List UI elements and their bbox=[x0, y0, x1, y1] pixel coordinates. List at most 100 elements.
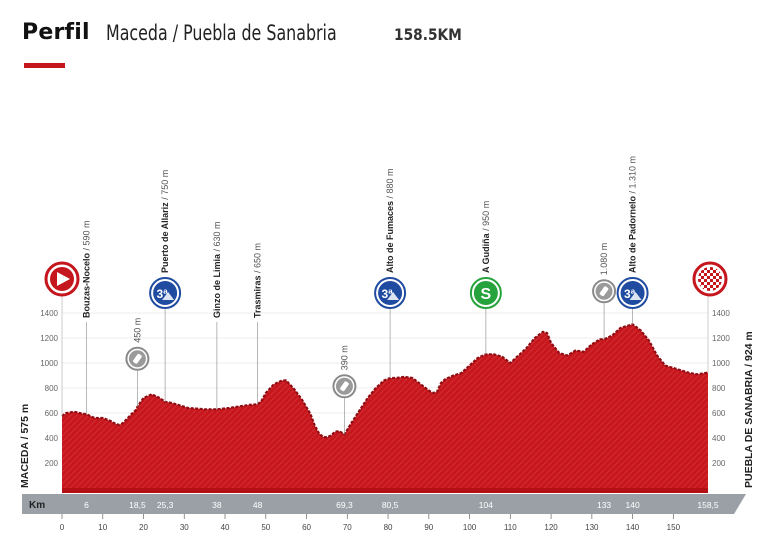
x-tick-label: 100 bbox=[463, 523, 477, 532]
profile-header: Perfil Maceda / Puebla de Sanabria 158.5… bbox=[22, 14, 762, 58]
point-altitude: / 590 m bbox=[81, 220, 91, 253]
point-name: Puerto de Allariz bbox=[160, 202, 170, 273]
axis-layer: 200 200 400 400 600 600 800 800 1000 1000 1200 1200… bbox=[40, 309, 730, 532]
checkered-flag-icon bbox=[698, 267, 722, 291]
point-altitude: / 880 m bbox=[385, 168, 395, 201]
stage-distance: 158.5KM bbox=[394, 25, 462, 44]
y-tick-label-left: 800 bbox=[45, 384, 59, 393]
mountain-icon bbox=[629, 292, 642, 300]
point-label: Ginzo de Limia / 630 m bbox=[212, 221, 222, 318]
x-tick-label: 110 bbox=[504, 523, 517, 532]
x-tick-label: 130 bbox=[585, 523, 599, 532]
y-tick-label-left: 200 bbox=[45, 459, 59, 468]
y-tick-label-left: 600 bbox=[45, 409, 59, 418]
point-name: Bouzas-Nocelo bbox=[81, 252, 91, 318]
sprint-label: S bbox=[481, 286, 492, 303]
x-tick-label: 70 bbox=[343, 523, 352, 532]
km-bar-background bbox=[22, 494, 746, 514]
point-altitude: / 750 m bbox=[160, 170, 170, 203]
km-marker-label: 25,3 bbox=[157, 500, 174, 510]
km-marker-label: 69,3 bbox=[336, 500, 353, 510]
y-tick-label-right: 1400 bbox=[712, 309, 730, 318]
point-label: Alto de Fumaces / 880 m bbox=[385, 168, 395, 273]
km-marker-label: 6 bbox=[84, 500, 89, 510]
km-marker-label: 18,5 bbox=[129, 500, 146, 510]
mountain-badge: 3ª bbox=[374, 277, 407, 309]
accent-bar bbox=[24, 63, 65, 68]
x-tick-label: 60 bbox=[302, 523, 311, 532]
x-tick-label: 40 bbox=[221, 523, 230, 532]
y-tick-label-right: 800 bbox=[712, 384, 726, 393]
y-tick-label-left: 1000 bbox=[40, 359, 58, 368]
feed-zone-badge bbox=[332, 374, 357, 399]
x-tick-label: 150 bbox=[667, 523, 681, 532]
km-marker-label: 48 bbox=[253, 500, 263, 510]
mountain-category-label: 3ª bbox=[157, 287, 169, 301]
y-tick-label-right: 1000 bbox=[712, 359, 730, 368]
feed-zone-badge bbox=[592, 279, 617, 304]
point-altitude: / 650 m bbox=[253, 243, 263, 276]
x-tick-label: 140 bbox=[626, 523, 640, 532]
badge-layer: 3ª 3ª S 3ª bbox=[44, 261, 728, 399]
mountain-category-label: 3ª bbox=[382, 287, 394, 301]
y-tick-label-right: 400 bbox=[712, 434, 726, 443]
km-bar: Km 6 18,5 25,3 38 48 69,3 80,5 104 133 140 158,5 bbox=[22, 494, 746, 514]
point-label: 390 m bbox=[339, 345, 349, 370]
point-label: A Gudiña / 950 m bbox=[481, 201, 491, 273]
km-marker-label: 104 bbox=[479, 500, 493, 510]
x-tick-label: 80 bbox=[384, 523, 393, 532]
bottle-icon bbox=[599, 286, 609, 297]
point-altitude: / 1.310 m bbox=[628, 156, 638, 196]
stage-route: Maceda / Puebla de Sanabria bbox=[106, 21, 337, 45]
start-label: MACEDA / 575 m bbox=[19, 404, 31, 488]
mountain-badge: 3ª bbox=[149, 277, 182, 309]
x-tick-label: 30 bbox=[180, 523, 189, 532]
feed-zone-badge bbox=[125, 346, 150, 371]
point-label: Puerto de Allariz / 750 m bbox=[160, 170, 170, 273]
finish-label: PUEBLA DE SANABRIA / 924 m bbox=[743, 331, 755, 488]
x-tick-label: 10 bbox=[98, 523, 107, 532]
mountain-icon bbox=[387, 292, 400, 300]
x-tick-label: 50 bbox=[261, 523, 270, 532]
y-tick-label-right: 600 bbox=[712, 409, 726, 418]
point-label: Trasmiras / 650 m bbox=[253, 243, 263, 318]
play-icon bbox=[57, 272, 70, 286]
mountain-badge: 3ª bbox=[616, 277, 649, 309]
mountain-category-label: 3ª bbox=[624, 287, 636, 301]
point-name: Alto de Fumaces bbox=[385, 201, 395, 273]
marker-lines-layer bbox=[61, 296, 709, 435]
point-label: Alto de Padornelo / 1.310 m bbox=[628, 156, 638, 273]
x-tick-label: 20 bbox=[139, 523, 148, 532]
sprint-badge: S bbox=[469, 277, 502, 309]
km-marker-label: 140 bbox=[626, 500, 640, 510]
y-tick-label-right: 200 bbox=[712, 459, 726, 468]
profile-texture bbox=[62, 324, 708, 488]
point-name: Trasmiras bbox=[253, 275, 263, 318]
km-marker-label: 80,5 bbox=[382, 500, 399, 510]
label-layer: MACEDA / 575 m PUEBLA DE SANABRIA / 924 m… bbox=[19, 156, 755, 488]
finish-badge bbox=[692, 261, 728, 297]
point-label: Bouzas-Nocelo / 590 m bbox=[81, 220, 91, 318]
page-title: Perfil bbox=[22, 20, 90, 45]
y-tick-label-left: 1200 bbox=[40, 334, 58, 343]
bottle-icon bbox=[133, 353, 142, 364]
km-marker-label: 133 bbox=[597, 500, 611, 510]
sprint-badge-core bbox=[473, 281, 498, 305]
km-bar-label: Km bbox=[29, 500, 45, 511]
point-name: Ginzo de Limia bbox=[212, 253, 222, 318]
profile-base bbox=[62, 488, 708, 493]
point-altitude: / 950 m bbox=[481, 201, 491, 234]
point-name: A Gudiña bbox=[481, 232, 491, 273]
x-tick-label: 120 bbox=[544, 523, 558, 532]
profile-area-layer bbox=[61, 323, 709, 493]
start-badge bbox=[44, 261, 80, 297]
point-label: 1.080 m bbox=[599, 243, 609, 276]
y-tick-label-right: 1200 bbox=[712, 334, 730, 343]
profile-ridge bbox=[61, 323, 709, 439]
point-name: Alto de Padornelo bbox=[628, 195, 638, 273]
bottle-icon bbox=[340, 381, 349, 392]
point-altitude: / 630 m bbox=[212, 221, 222, 254]
mountain-icon bbox=[162, 292, 175, 300]
y-tick-label-left: 400 bbox=[45, 434, 59, 443]
